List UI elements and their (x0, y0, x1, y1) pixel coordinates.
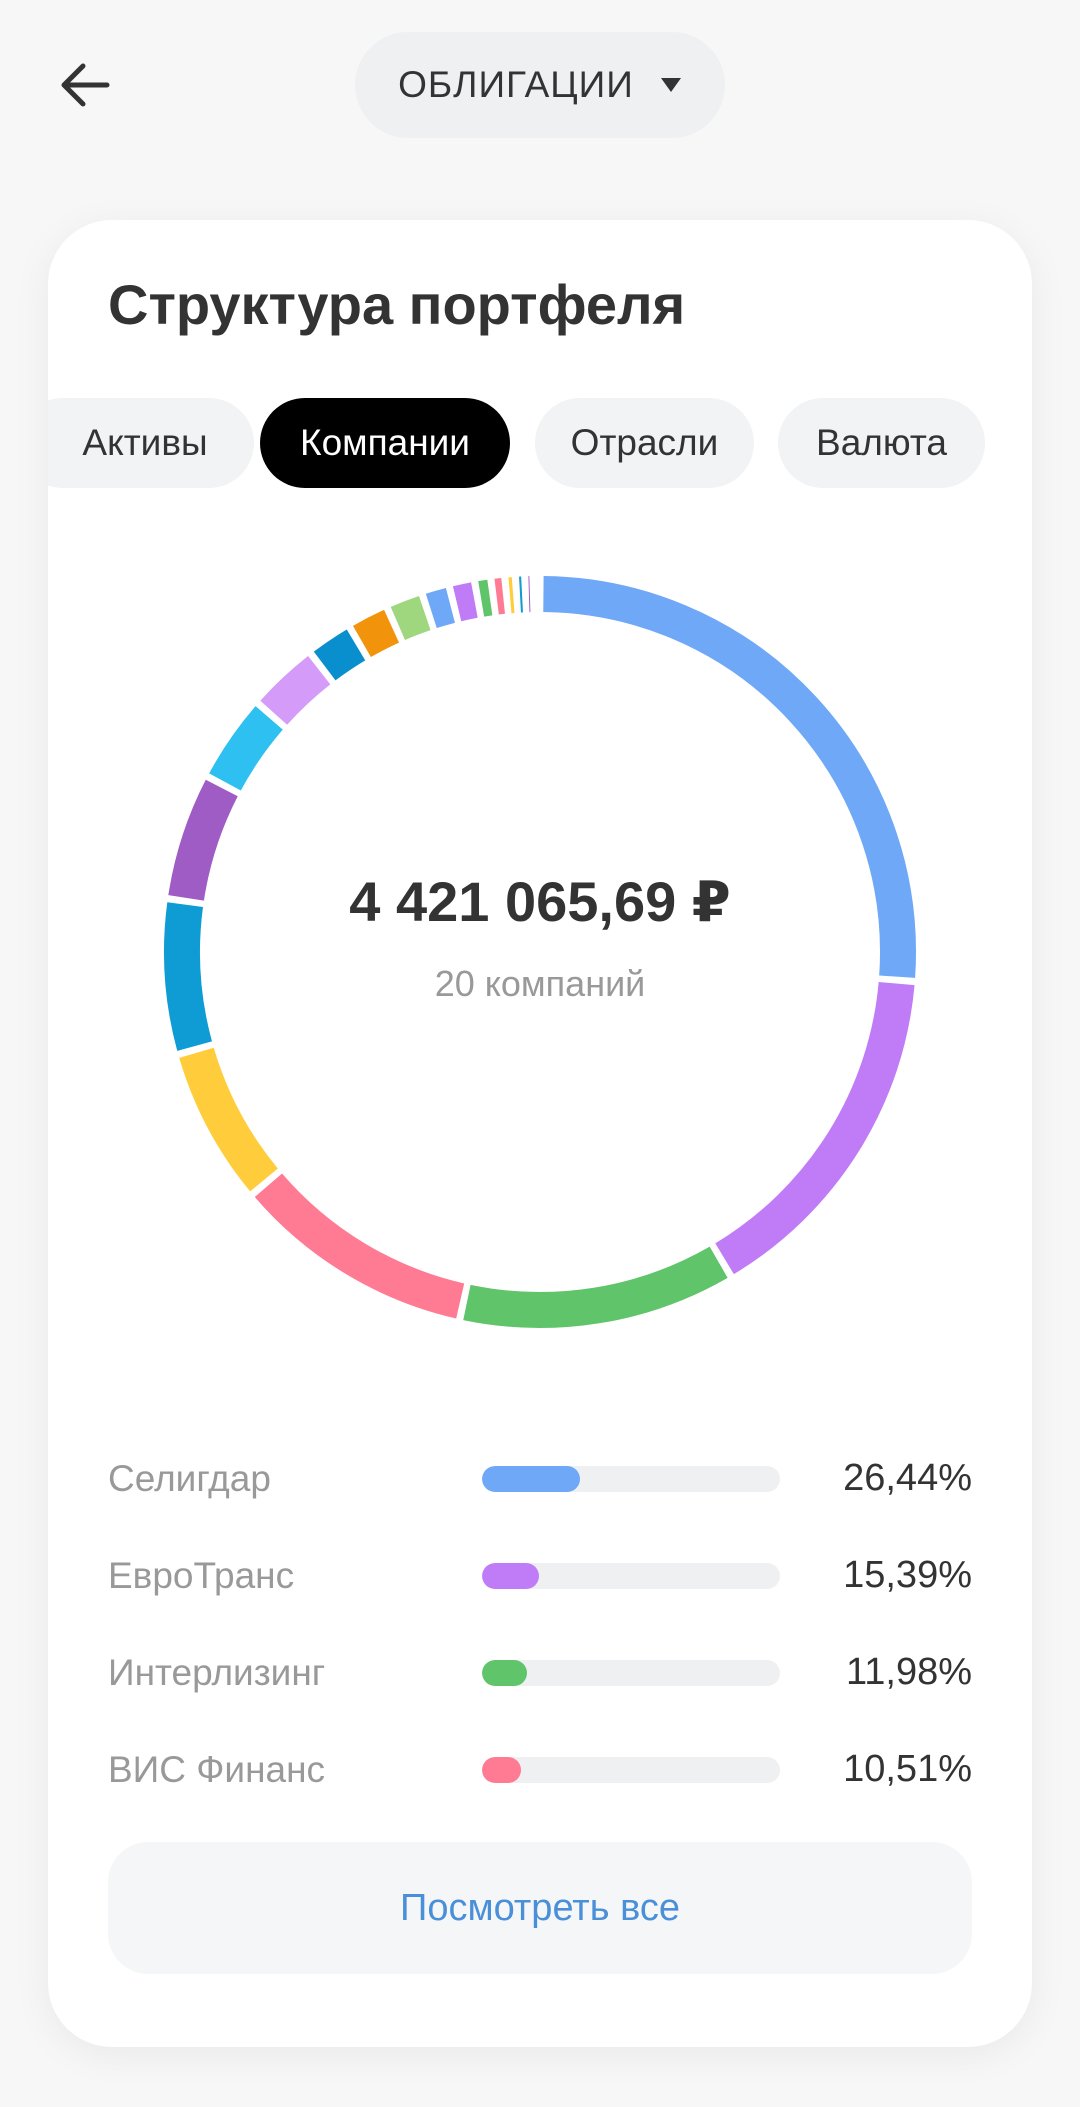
legend-bar-fill (482, 1562, 540, 1589)
legend-bar-fill (482, 1465, 581, 1492)
tab-currency[interactable]: Валюта (778, 398, 985, 488)
top-bar: ОБЛИГАЦИИ (0, 0, 1080, 170)
legend-row: Интерлизинг 11,98% (108, 1624, 972, 1721)
donut-chart: 4 421 065,69 ₽ 20 компаний (160, 572, 920, 1332)
donut-center: 4 421 065,69 ₽ 20 компаний (160, 572, 920, 1332)
donut-segment (260, 656, 331, 726)
legend-bar-fill (482, 1756, 522, 1783)
donut-segment (168, 779, 238, 901)
legend-percent: 10,51% (843, 1748, 972, 1790)
donut-segment (254, 1173, 465, 1319)
donut-segment (543, 576, 916, 978)
legend-bar-fill (482, 1659, 527, 1686)
donut-segment (425, 587, 456, 629)
donut-segment (478, 579, 493, 617)
donut-segment (352, 609, 400, 658)
see-all-label: Посмотреть все (400, 1886, 680, 1929)
asset-type-selector[interactable]: ОБЛИГАЦИИ (355, 32, 725, 138)
triangle-down-icon (660, 78, 681, 92)
legend-bar-track (482, 1756, 780, 1783)
legend-row: Селигдар 26,44% (108, 1430, 972, 1527)
legend-percent: 26,44% (843, 1457, 972, 1499)
legend-bar-track (482, 1465, 780, 1492)
legend-row: ВИС Финанс 10,51% (108, 1721, 972, 1818)
donut-segment (390, 596, 431, 641)
structure-tabs: Активы Компании Отрасли Валюта (48, 398, 1032, 488)
legend-company-name: Интерлизинг (108, 1651, 326, 1693)
donut-segment (715, 981, 915, 1275)
donut-segment (313, 629, 366, 681)
portfolio-structure-card: Структура портфеля Активы Компании Отрас… (48, 220, 1032, 2047)
legend-company-name: ЕвроТранс (108, 1554, 295, 1596)
donut-chart-svg (164, 576, 916, 1328)
tab-assets[interactable]: Активы (48, 398, 254, 488)
tab-currency-label: Валюта (816, 422, 947, 463)
companies-legend: Селигдар 26,44% ЕвроТранс 15,39% Интерли… (108, 1430, 972, 1818)
legend-row: ЕвроТранс 15,39% (108, 1527, 972, 1624)
see-all-button[interactable]: Посмотреть все (108, 1842, 972, 1974)
legend-percent: 11,98% (845, 1651, 972, 1693)
legend-percent: 15,39% (843, 1554, 972, 1596)
back-button[interactable] (50, 50, 120, 120)
tab-companies-label: Компании (300, 422, 470, 463)
tab-assets-label: Активы (82, 422, 208, 463)
asset-type-label: ОБЛИГАЦИИ (398, 64, 634, 105)
legend-company-name: Селигдар (108, 1457, 271, 1499)
legend-bar-track (482, 1562, 780, 1589)
donut-segment (452, 582, 478, 622)
legend-bar-track (482, 1659, 780, 1686)
legend-company-name: ВИС Финанс (108, 1748, 326, 1790)
tab-industries[interactable]: Отрасли (535, 398, 754, 488)
arrow-left-icon (61, 63, 110, 107)
donut-segment (179, 1047, 278, 1192)
donut-segment (164, 902, 213, 1051)
donut-segment (494, 577, 506, 615)
card-title: Структура портфеля (108, 273, 686, 336)
donut-segment (463, 1246, 728, 1328)
tab-industries-label: Отрасли (570, 422, 719, 463)
portfolio-total: 4 421 065,69 ₽ (349, 870, 731, 933)
companies-count: 20 компаний (434, 963, 646, 1004)
donut-segment (209, 706, 283, 791)
tab-companies[interactable]: Компании (260, 398, 510, 488)
